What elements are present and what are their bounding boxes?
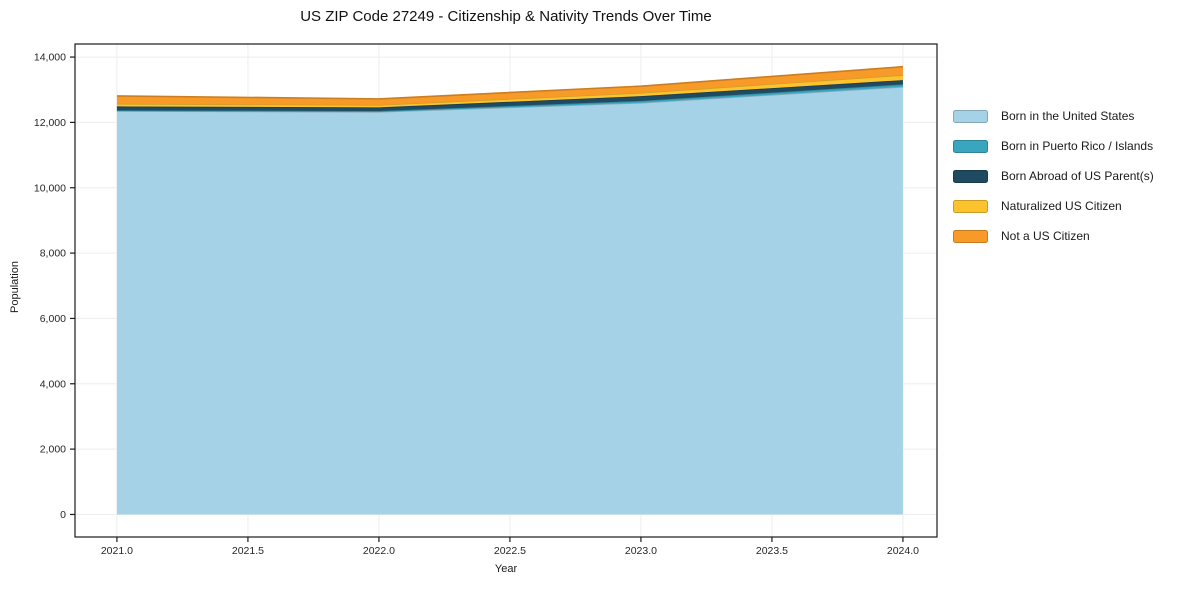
legend-item: Naturalized US Citizen bbox=[953, 199, 1154, 213]
legend-label: Born in the United States bbox=[1001, 109, 1135, 123]
legend-item: Not a US Citizen bbox=[953, 229, 1154, 243]
chart-title: US ZIP Code 27249 - Citizenship & Nativi… bbox=[300, 8, 712, 25]
legend-item: Born Abroad of US Parent(s) bbox=[953, 169, 1154, 183]
svg-text:2,000: 2,000 bbox=[40, 444, 66, 456]
svg-text:10,000: 10,000 bbox=[34, 182, 66, 194]
y-axis-label: Population bbox=[9, 261, 21, 313]
svg-text:4,000: 4,000 bbox=[40, 378, 66, 390]
svg-text:8,000: 8,000 bbox=[40, 248, 66, 260]
legend-swatch-born-abroad-icon bbox=[953, 169, 988, 183]
legend-label: Born Abroad of US Parent(s) bbox=[1001, 169, 1154, 183]
legend-swatch-naturalized-icon bbox=[953, 199, 988, 213]
svg-text:2021.5: 2021.5 bbox=[232, 545, 264, 557]
legend: Born in the United States Born in Puerto… bbox=[953, 109, 1154, 243]
svg-text:2023.5: 2023.5 bbox=[756, 545, 788, 557]
svg-text:2023.0: 2023.0 bbox=[625, 545, 657, 557]
legend-label: Not a US Citizen bbox=[1001, 229, 1090, 243]
svg-text:6,000: 6,000 bbox=[40, 313, 66, 325]
svg-text:12,000: 12,000 bbox=[34, 117, 66, 129]
legend-swatch-not-citizen-icon bbox=[953, 229, 988, 243]
svg-text:2021.0: 2021.0 bbox=[101, 545, 133, 557]
svg-text:2022.5: 2022.5 bbox=[494, 545, 526, 557]
legend-item: Born in the United States bbox=[953, 109, 1154, 123]
legend-swatch-puerto-rico-icon bbox=[953, 139, 988, 153]
svg-text:0: 0 bbox=[60, 509, 66, 521]
legend-swatch-born-us-icon bbox=[953, 109, 988, 123]
x-axis-label: Year bbox=[494, 563, 518, 575]
legend-label: Naturalized US Citizen bbox=[1001, 199, 1122, 213]
svg-text:2024.0: 2024.0 bbox=[887, 545, 919, 557]
svg-text:14,000: 14,000 bbox=[34, 52, 66, 64]
legend-item: Born in Puerto Rico / Islands bbox=[953, 139, 1154, 153]
legend-label: Born in Puerto Rico / Islands bbox=[1001, 139, 1154, 153]
svg-text:2022.0: 2022.0 bbox=[363, 545, 395, 557]
